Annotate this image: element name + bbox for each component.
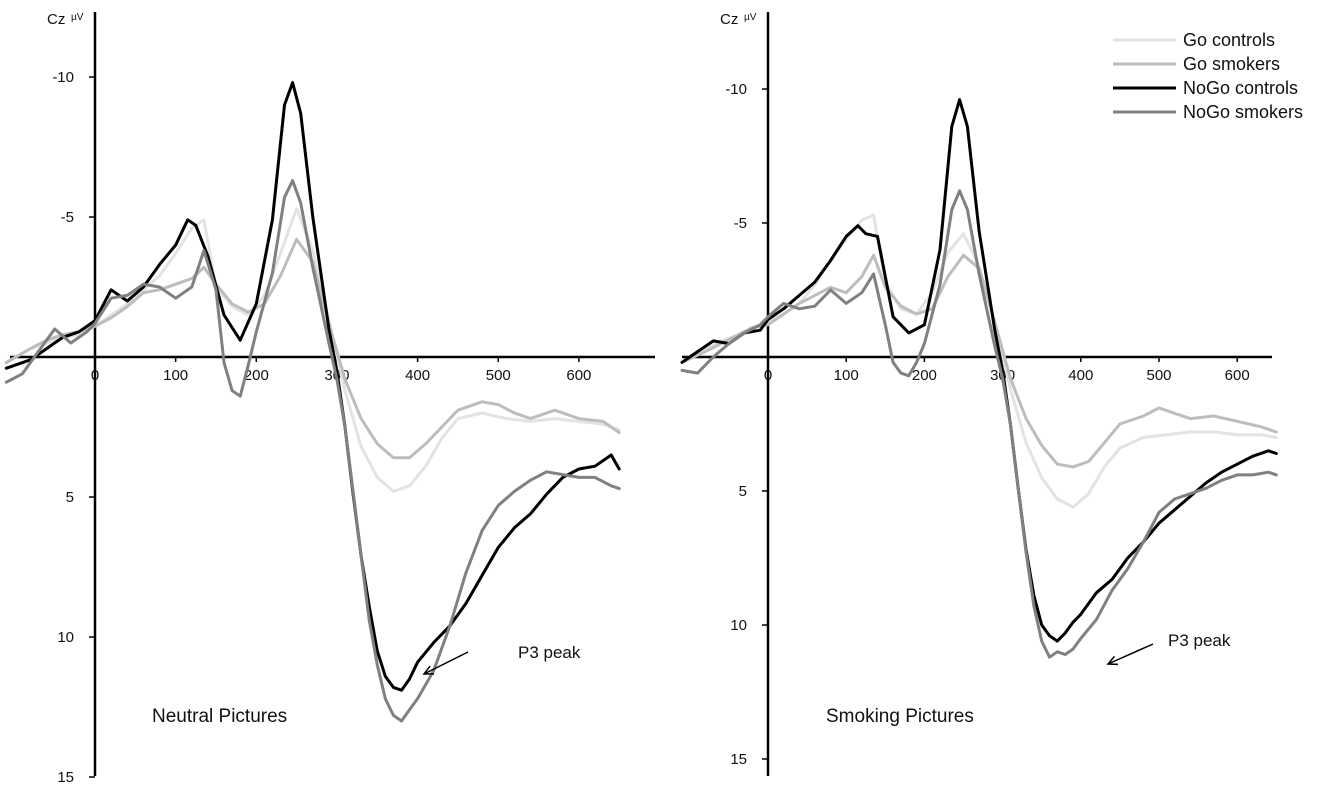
- series-line-nogo-controls: [4, 81, 621, 692]
- p3-arrow-head: [1106, 655, 1119, 666]
- series-line-go-smokers: [680, 253, 1278, 469]
- y-tick-label: 10: [57, 629, 74, 646]
- x-tick-label: 400: [1068, 367, 1093, 384]
- y-tick-label: -10: [52, 69, 74, 86]
- legend-label-nogo-controls: NoGo controls: [1183, 78, 1298, 98]
- p3-arrow: [423, 651, 469, 675]
- y-axis-unit: µV: [744, 12, 757, 23]
- x-tick-label: 600: [1225, 367, 1250, 384]
- legend-label-go-controls: Go controls: [1183, 30, 1275, 50]
- y-tick-label: 15: [730, 751, 747, 768]
- legend-label-nogo-smokers: NoGo smokers: [1183, 102, 1303, 122]
- x-tick-label: 0: [764, 367, 772, 384]
- y-tick-label: -5: [61, 209, 74, 226]
- x-tick-label: 400: [405, 367, 430, 384]
- legend-label-go-smokers: Go smokers: [1183, 54, 1280, 74]
- legend: Go controls Go smokers NoGo controls NoGo s…: [1113, 30, 1303, 122]
- series-line-nogo-controls: [680, 98, 1278, 643]
- p3-annotation: P3 peak: [518, 643, 581, 662]
- series-line-go-smokers: [4, 237, 621, 460]
- series-line-go-controls: [4, 207, 621, 493]
- p3-arrow-head: [422, 665, 435, 675]
- y-axis-unit: µV: [71, 12, 84, 23]
- y-axis-label: Cz: [720, 11, 738, 28]
- y-axis-label: Cz: [47, 11, 65, 28]
- x-tick-label: 500: [486, 367, 511, 384]
- x-tick-label: 100: [834, 367, 859, 384]
- series-line-nogo-smokers: [4, 179, 621, 723]
- x-tick-label: 500: [1146, 367, 1171, 384]
- p3-arrow: [1107, 643, 1154, 665]
- series-line-go-controls: [680, 213, 1278, 509]
- y-tick-label: 15: [57, 769, 74, 786]
- y-tick-label: 5: [66, 489, 74, 506]
- x-tick-label: 200: [912, 367, 937, 384]
- panel-title: Smoking Pictures: [826, 706, 974, 727]
- x-tick-label: 0: [91, 367, 99, 384]
- p3-annotation: P3 peak: [1168, 631, 1231, 650]
- panel-title: Neutral Pictures: [152, 706, 287, 727]
- series-line-nogo-smokers: [680, 189, 1278, 659]
- y-tick-label: -10: [725, 81, 747, 98]
- x-tick-label: 100: [163, 367, 188, 384]
- y-tick-label: -5: [734, 215, 747, 232]
- x-tick-label: 200: [244, 367, 269, 384]
- y-tick-label: 10: [730, 617, 747, 634]
- x-tick-label: 600: [566, 367, 591, 384]
- y-tick-label: 5: [739, 483, 747, 500]
